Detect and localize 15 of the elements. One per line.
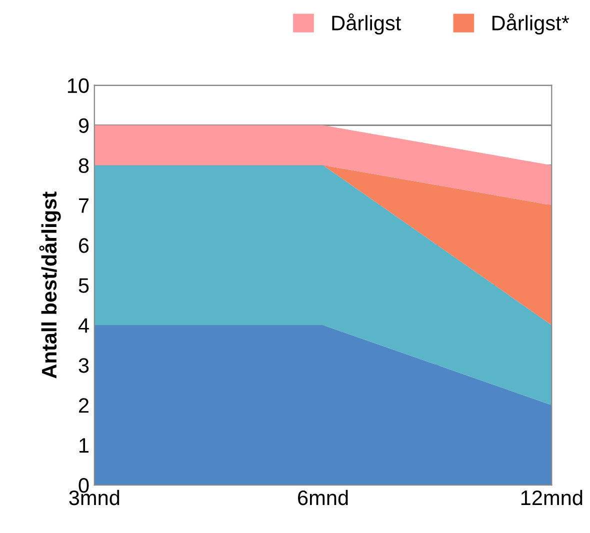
legend-label: Dårligst (332, 13, 402, 35)
y-tick-label: 2 (79, 398, 88, 413)
y-tick-label: 9 (78, 118, 89, 134)
y-tick-label: 3 (78, 358, 89, 373)
y-axis-title: Antall best/dårligst (39, 192, 61, 378)
x-tick-label: 6mnd (298, 490, 348, 506)
x-tick-label: 12mnd (521, 490, 582, 506)
y-tick-label: 7 (79, 198, 88, 213)
y-tick-label: 6 (79, 238, 89, 253)
y-tick-label: 4 (78, 318, 89, 333)
legend-label: Dårligst* (492, 13, 570, 35)
y-tick-label: 10 (68, 78, 89, 94)
y-tick-label: 1 (80, 438, 89, 453)
y-tick-label: 5 (78, 278, 89, 293)
y-tick-label: 8 (78, 158, 89, 173)
